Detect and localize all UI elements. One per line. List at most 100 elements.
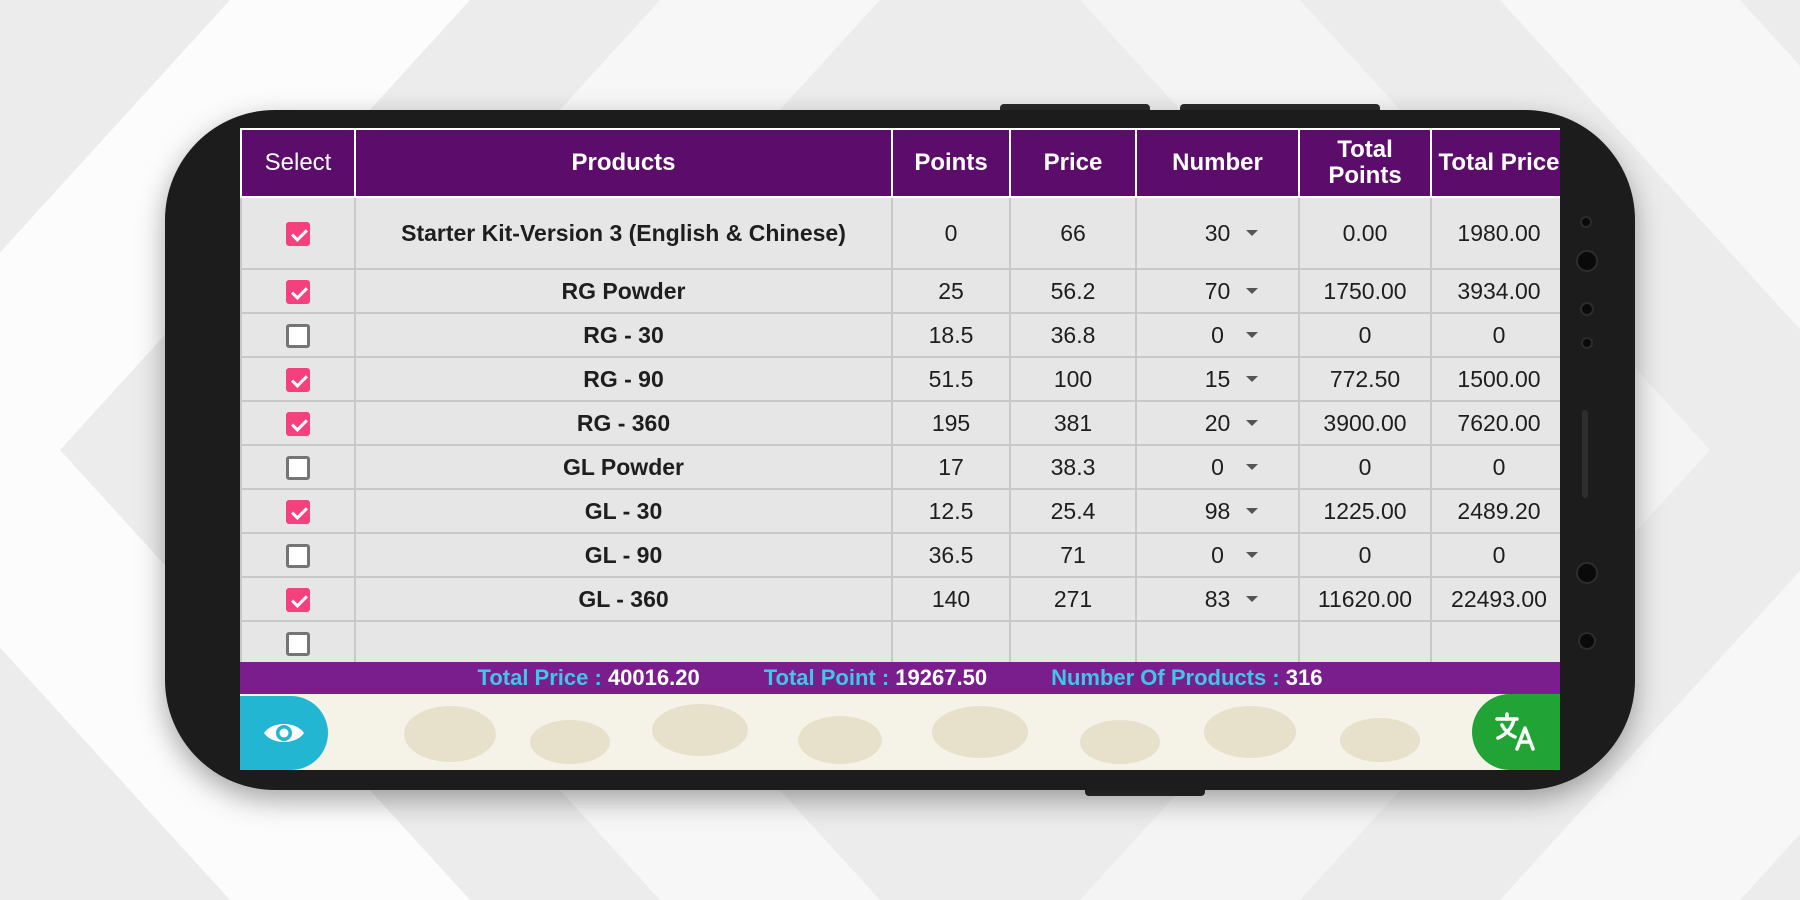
total-points-cell: 0 — [1298, 312, 1432, 358]
header-number[interactable]: Number — [1135, 128, 1300, 198]
points-cell: 17 — [891, 444, 1011, 490]
dropdown-arrow-icon — [1246, 552, 1258, 558]
select-cell — [240, 488, 356, 534]
number-value: 70 — [1204, 277, 1231, 304]
number-dropdown[interactable]: 0 — [1135, 532, 1300, 578]
row-checkbox[interactable] — [286, 368, 310, 393]
phone-flash — [1578, 632, 1596, 650]
product-name: Starter Kit-Version 3 (English & Chinese… — [354, 196, 893, 270]
number-dropdown[interactable]: 83 — [1135, 576, 1300, 622]
total-price-label: Total Price : — [477, 665, 602, 690]
number-dropdown[interactable]: 70 — [1135, 268, 1300, 314]
table-row: GL - 360 140 271 83 11620.00 22493.00 — [240, 576, 1560, 622]
app-screen: Select Products Points Price Number Tota… — [240, 128, 1560, 770]
total-price-cell: 0 — [1430, 532, 1560, 578]
price-cell: 381 — [1009, 400, 1137, 446]
product-name: GL - 360 — [354, 576, 893, 622]
table-row: RG - 30 18.5 36.8 0 0 0 — [240, 312, 1560, 358]
total-price-cell: 0 — [1430, 312, 1560, 358]
row-checkbox[interactable] — [286, 324, 310, 349]
number-dropdown[interactable]: 20 — [1135, 400, 1300, 446]
number-value: 0 — [1211, 321, 1224, 348]
table-row: Starter Kit-Version 3 (English & Chinese… — [240, 196, 1560, 270]
row-checkbox[interactable] — [286, 588, 310, 613]
row-checkbox[interactable] — [286, 412, 310, 437]
select-cell — [240, 196, 356, 270]
header-points[interactable]: Points — [891, 128, 1011, 198]
header-total-price[interactable]: Total Price — [1430, 128, 1560, 198]
total-price-cell: 2489.20 — [1430, 488, 1560, 534]
row-checkbox[interactable] — [286, 544, 310, 569]
price-cell: 56.2 — [1009, 268, 1137, 314]
number-of-products-label: Number Of Products : — [1051, 665, 1280, 690]
dropdown-arrow-icon — [1246, 288, 1258, 294]
total-price-cell: 0 — [1430, 444, 1560, 490]
total-points-cell: 0.00 — [1298, 196, 1432, 270]
total-points-cell: 1225.00 — [1298, 488, 1432, 534]
translate-icon — [1495, 712, 1535, 751]
header-price[interactable]: Price — [1009, 128, 1137, 198]
dropdown-arrow-icon — [1246, 508, 1258, 514]
total-price-cell: 1980.00 — [1430, 196, 1560, 270]
phone-sensor — [1580, 216, 1592, 228]
select-cell — [240, 356, 356, 402]
number-value: 0 — [1211, 541, 1224, 568]
table-row-partial — [240, 620, 1560, 666]
total-points-cell: 0 — [1298, 532, 1432, 578]
number-value: 83 — [1204, 585, 1231, 612]
price-cell: 66 — [1009, 196, 1137, 270]
number-dropdown[interactable]: 30 — [1135, 196, 1300, 270]
row-checkbox[interactable] — [286, 632, 310, 657]
table-row: GL Powder 17 38.3 0 0 0 — [240, 444, 1560, 490]
number-dropdown[interactable]: 0 — [1135, 444, 1300, 490]
points-cell: 12.5 — [891, 488, 1011, 534]
table-row: RG Powder 25 56.2 70 1750.00 3934.00 — [240, 268, 1560, 314]
select-cell — [240, 444, 356, 490]
header-products[interactable]: Products — [354, 128, 893, 198]
header-select[interactable]: Select — [240, 128, 356, 198]
row-checkbox[interactable] — [286, 500, 310, 525]
dropdown-arrow-icon — [1246, 596, 1258, 602]
dropdown-arrow-icon — [1246, 420, 1258, 426]
number-dropdown[interactable]: 0 — [1135, 312, 1300, 358]
dropdown-arrow-icon — [1246, 464, 1258, 470]
number-value: 98 — [1204, 497, 1231, 524]
total-points-cell: 1750.00 — [1298, 268, 1432, 314]
number-dropdown[interactable] — [1135, 620, 1300, 666]
phone-speaker-slot — [1582, 410, 1588, 498]
price-cell: 100 — [1009, 356, 1137, 402]
row-checkbox[interactable] — [286, 222, 310, 247]
number-value: 30 — [1204, 219, 1231, 246]
row-checkbox[interactable] — [286, 456, 310, 481]
total-point-label: Total Point : — [763, 665, 890, 690]
number-dropdown[interactable]: 98 — [1135, 488, 1300, 534]
select-cell — [240, 312, 356, 358]
table-row: RG - 360 195 381 20 3900.00 7620.00 — [240, 400, 1560, 446]
preview-button[interactable] — [240, 696, 328, 770]
price-cell — [1009, 620, 1137, 666]
product-name: RG Powder — [354, 268, 893, 314]
product-name: RG - 30 — [354, 312, 893, 358]
select-cell — [240, 532, 356, 578]
dropdown-arrow-icon — [1246, 376, 1258, 382]
price-cell: 271 — [1009, 576, 1137, 622]
phone-bottom-button — [1085, 786, 1205, 796]
product-name: GL Powder — [354, 444, 893, 490]
total-price-value: 40016.20 — [607, 665, 700, 690]
price-cell: 36.8 — [1009, 312, 1137, 358]
phone-camera — [1576, 250, 1598, 272]
decorative-footer — [240, 694, 1560, 770]
number-value: 0 — [1211, 453, 1224, 480]
phone-rear-camera — [1576, 562, 1598, 584]
translate-button[interactable] — [1472, 694, 1560, 770]
select-cell — [240, 576, 356, 622]
total-points-cell: 11620.00 — [1298, 576, 1432, 622]
dropdown-arrow-icon — [1246, 332, 1258, 338]
header-total-points[interactable]: Total Points — [1298, 128, 1432, 198]
table-row: RG - 90 51.5 100 15 772.50 1500.00 — [240, 356, 1560, 402]
phone-sensor-2 — [1580, 302, 1594, 316]
row-checkbox[interactable] — [286, 280, 310, 305]
number-of-products-value: 316 — [1285, 665, 1323, 690]
number-dropdown[interactable]: 15 — [1135, 356, 1300, 402]
total-price-cell: 7620.00 — [1430, 400, 1560, 446]
